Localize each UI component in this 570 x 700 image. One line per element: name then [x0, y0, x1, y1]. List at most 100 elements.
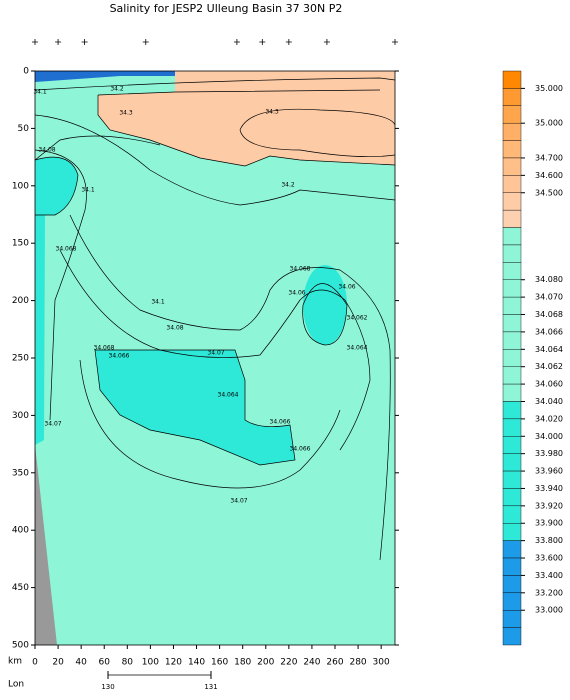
- contour-label: 34.068: [94, 345, 115, 352]
- high-salinity-region: [98, 71, 395, 166]
- x-tick-label: 0: [32, 658, 38, 668]
- contour-label: 34.07: [230, 498, 247, 505]
- contour-label: 34.06: [338, 284, 355, 291]
- contour-line: [34, 114, 396, 206]
- colorbar-cell: [502, 262, 522, 280]
- contour-label: 34.2: [281, 182, 295, 189]
- colorbar-cell: [502, 557, 522, 576]
- colorbar-cell: [502, 436, 522, 454]
- contour-line: [34, 135, 161, 161]
- station-marker: [392, 39, 398, 45]
- x-tick-label: 40: [75, 658, 87, 668]
- x-tick-label: 260: [326, 658, 343, 668]
- station-marker: [81, 39, 88, 45]
- contour-line: [239, 108, 396, 157]
- colorbar-cell: [502, 627, 522, 646]
- contour-line: [94, 349, 296, 466]
- colorbar-tick-label: 33.200: [535, 588, 563, 597]
- colorbar-cell: [502, 209, 522, 228]
- contour-label: 34.3: [119, 110, 133, 117]
- x-tick-label: 220: [280, 658, 297, 668]
- station-marker: [142, 39, 149, 45]
- y-tick-label: 250: [12, 354, 29, 364]
- colorbar-tick-label: 33.940: [535, 484, 563, 493]
- y-tick-label: 300: [12, 411, 29, 421]
- contour-label: 34.068: [56, 246, 77, 253]
- x-tick-label: 140: [188, 658, 205, 668]
- contour-line: [79, 359, 341, 489]
- colorbar-cell: [502, 157, 522, 176]
- colorbar-tick-label: 34.062: [535, 362, 563, 371]
- contour-label: 34.07: [44, 421, 61, 428]
- colorbar-cell: [502, 592, 522, 611]
- colorbar-cell: [502, 314, 522, 333]
- colorbar-cell: [502, 349, 522, 367]
- x-tick-label: 180: [234, 658, 251, 668]
- colorbar-tick-label: 34.068: [535, 310, 563, 319]
- colorbar-tick-label: 34.064: [535, 345, 563, 354]
- colorbar-cell: [502, 244, 522, 263]
- colorbar-cell: [502, 505, 522, 524]
- colorbar-cell: [502, 470, 522, 489]
- colorbar-tick-label: 34.066: [535, 327, 563, 336]
- contour-line: [69, 214, 391, 561]
- contour-line: [34, 77, 396, 91]
- station-marker: [323, 39, 330, 45]
- colorbar-cell: [502, 401, 522, 420]
- colorbar-tick-label: 33.600: [535, 554, 563, 563]
- contour-label: 34.066: [270, 419, 291, 426]
- x-tick-label: 300: [373, 658, 390, 668]
- colorbar-tick-label: 33.920: [535, 501, 563, 510]
- contour-label: 34.068: [290, 266, 311, 273]
- colorbar-cell: [502, 296, 522, 315]
- station-marker: [259, 39, 266, 45]
- colorbar-tick-label: 34.700: [535, 153, 563, 162]
- contour-line: [59, 249, 371, 451]
- x-tick-label: 80: [122, 658, 134, 668]
- colorbar-cell: [502, 105, 522, 124]
- contour-label: 34.06: [288, 290, 305, 297]
- colorbar-cell: [502, 122, 522, 141]
- colorbar-cell: [502, 192, 522, 211]
- y-tick-label: 500: [12, 641, 29, 651]
- contour-label: 34.066: [290, 446, 311, 453]
- contour-label: 34.1: [81, 187, 95, 194]
- colorbar-cell: [502, 540, 522, 559]
- station-marker: [285, 39, 292, 45]
- bottom-topography: [35, 445, 57, 645]
- colorbar-tick-label: 34.040: [535, 397, 563, 406]
- colorbar-cell: [502, 383, 522, 402]
- turquoise-region: [35, 215, 45, 445]
- contour-label: 34.3: [265, 109, 279, 116]
- station-marker: [32, 39, 38, 45]
- plot-fill: [35, 71, 395, 645]
- colorbar-tick-label: 34.000: [535, 432, 563, 441]
- contour-line: [97, 89, 396, 167]
- colorbar-tick-label: 34.600: [535, 171, 563, 180]
- contour-label: 34.08: [38, 147, 55, 154]
- contour-label: 34.1: [33, 89, 47, 96]
- colorbar-tick-label: 35.000: [535, 84, 563, 93]
- x-tick-label: 20: [52, 658, 64, 668]
- colorbar-cell: [502, 453, 522, 472]
- y-tick-label: 350: [12, 468, 29, 478]
- contour-label: 34.1: [151, 299, 165, 306]
- colorbar-cell: [502, 279, 522, 298]
- colorbar-tick-label: 33.900: [535, 519, 563, 528]
- x-tick-label: 120: [165, 658, 182, 668]
- colorbar-cell: [502, 418, 522, 437]
- contour-label: 34.07: [207, 350, 224, 357]
- colorbar-cell: [502, 227, 522, 246]
- colorbar-tick-label: 34.060: [535, 380, 563, 389]
- contour-line: [34, 156, 79, 216]
- turquoise-region: [303, 265, 347, 345]
- y-tick-label: 150: [12, 239, 29, 249]
- contour-label: 34.062: [347, 315, 368, 322]
- colorbar-cell: [502, 575, 522, 594]
- y-tick-label: 0: [23, 67, 29, 77]
- station-marker: [55, 39, 62, 45]
- colorbar-tick-label: 33.980: [535, 449, 563, 458]
- y-tick-label: 400: [12, 526, 29, 536]
- contour-line: [302, 283, 348, 346]
